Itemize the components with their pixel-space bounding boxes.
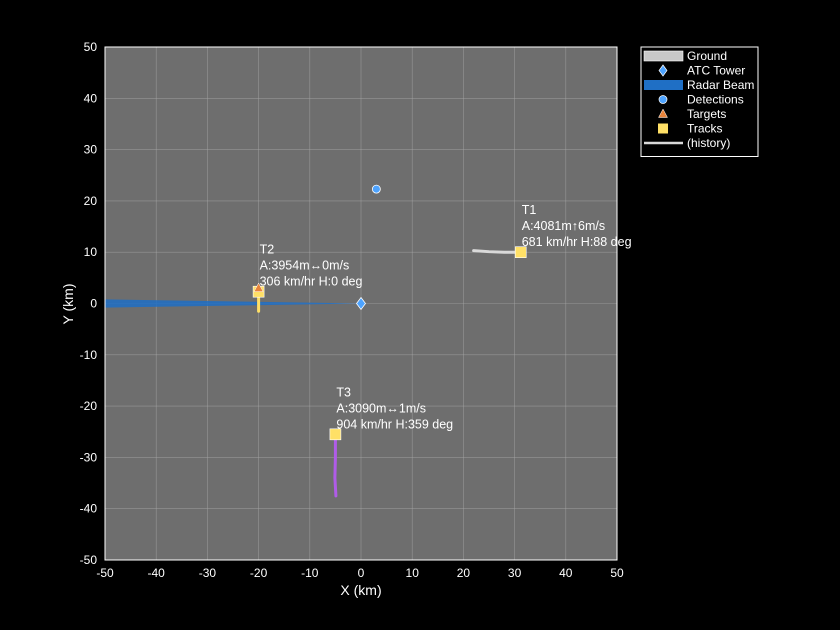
legend-swatch-beam [644,80,683,90]
x-tick-label: 10 [406,566,420,580]
y-tick-label: 50 [84,40,98,54]
legend-label: (history) [687,136,730,150]
y-tick-label: 0 [90,297,97,311]
x-tick-label: -50 [96,566,114,580]
track-label-t2-line: 306 km/hr H:0 deg [260,275,363,289]
track-label-t2-line: T2 [260,243,275,257]
x-tick-label: 50 [610,566,624,580]
radar-beam [105,299,361,308]
y-tick-label: -20 [80,399,98,413]
x-tick-label: 30 [508,566,522,580]
y-tick-label: 20 [84,194,98,208]
detection-marker [371,184,381,194]
x-axis-label: X (km) [340,582,381,598]
track-marker-t3 [329,428,342,441]
legend-label: ATC Tower [687,64,745,78]
legend-swatch-track [658,123,668,134]
x-tick-label: -40 [148,566,166,580]
legend-swatch-ground [643,50,684,62]
legend-label: Tracks [687,122,723,136]
track-label-t2-line: A:3954m↔0m/s [260,259,350,273]
track-label-t3-line: 904 km/hr H:359 deg [336,417,453,431]
y-axis-label: Y (km) [60,284,76,325]
x-tick-label: -30 [199,566,217,580]
track-history-t3 [333,432,338,498]
track-label-layer: T1 A:4081m↑6m/s 681 km/hr H:88 deg T2 A:3954… [260,203,632,431]
radar-beam-layer [105,299,361,308]
y-tick-label: -40 [80,502,98,516]
y-tick-label: 10 [84,245,98,259]
track-label-t1-line: A:4081m↑6m/s [522,219,605,233]
legend-label: Targets [687,107,726,121]
y-tick-label: 30 [84,143,98,157]
y-tick-label: -30 [80,450,98,464]
y-tick-label: -10 [80,348,98,362]
legend-label: Detections [687,93,744,107]
y-tick-label: -50 [80,553,98,567]
x-tick-label: 0 [358,566,365,580]
atc-tower-marker [356,296,366,311]
track-label-t3-line: A:3090m↔1m/s [336,401,426,415]
legend-label: Ground [687,49,727,63]
track-history-t1 [472,249,523,254]
track-label-t3-line: T3 [336,385,351,399]
tick-labels: -50 -40 -30 -20 -10 0 10 20 30 40 50 -50 -40 -30 -20 -1… [80,40,624,580]
track-marker-t1 [514,246,527,258]
x-tick-label: -10 [301,566,319,580]
legend-swatch-target [658,108,668,118]
legend-swatch-tower [658,64,668,77]
axes-border [104,46,618,561]
track-label-t1-line: 681 km/hr H:88 deg [522,235,632,249]
x-tick-label: 20 [457,566,471,580]
legend-label: Radar Beam [687,78,754,92]
track-label-t1-line: T1 [522,203,537,217]
y-tick-label: 40 [84,91,98,105]
target-marker [253,282,264,292]
legend-swatch-detection [658,95,668,104]
x-tick-label: 40 [559,566,573,580]
x-tick-label: -20 [250,566,268,580]
marker-layer [252,184,527,441]
